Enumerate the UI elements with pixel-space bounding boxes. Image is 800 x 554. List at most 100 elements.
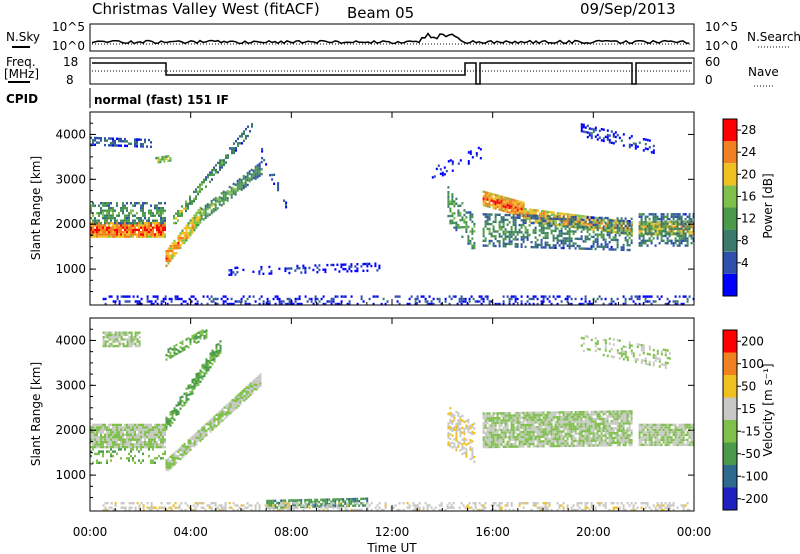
scatter-cell bbox=[134, 228, 136, 232]
scatter-cell bbox=[158, 428, 160, 431]
scatter-cell bbox=[596, 228, 599, 231]
scatter-cell bbox=[140, 233, 142, 236]
scatter-cell bbox=[568, 247, 571, 250]
scatter-cell bbox=[138, 300, 141, 303]
scatter-cell bbox=[122, 445, 124, 449]
scatter-cell bbox=[171, 410, 174, 413]
scatter-cell bbox=[586, 444, 589, 447]
scatter-cell bbox=[368, 262, 371, 266]
scatter-cell bbox=[486, 426, 489, 430]
scatter-cell bbox=[114, 445, 116, 449]
scatter-cell bbox=[680, 226, 683, 229]
scatter-cell bbox=[106, 344, 109, 348]
scatter-cell bbox=[576, 442, 579, 445]
scatter-cell bbox=[590, 444, 593, 447]
scatter-cell bbox=[191, 219, 194, 222]
scatter-cell bbox=[436, 297, 439, 301]
scatter-cell bbox=[684, 226, 687, 229]
scatter-cell bbox=[530, 297, 533, 301]
scatter-cell bbox=[486, 215, 489, 219]
scatter-cell bbox=[175, 411, 178, 414]
scatter-cell bbox=[246, 171, 249, 175]
scatter-cell bbox=[648, 431, 651, 434]
scatter-cell bbox=[277, 188, 280, 192]
scatter-cell bbox=[244, 185, 247, 188]
scatter-cell bbox=[229, 409, 232, 413]
scatter-cell bbox=[582, 125, 585, 129]
scatter-cell bbox=[108, 224, 110, 227]
scatter-cell bbox=[455, 197, 458, 201]
scatter-cell bbox=[552, 236, 555, 240]
scatter-cell bbox=[104, 222, 106, 225]
scatter-cell bbox=[169, 351, 172, 355]
scatter-cell bbox=[584, 126, 587, 129]
scatter-cell bbox=[608, 219, 611, 222]
scatter-cell bbox=[536, 433, 539, 436]
scatter-cell bbox=[600, 437, 603, 440]
scatter-cell bbox=[650, 223, 653, 226]
scatter-cell bbox=[205, 431, 208, 435]
scatter-cell bbox=[219, 168, 221, 171]
scatter-cell bbox=[482, 412, 485, 415]
scatter-cell bbox=[158, 226, 160, 229]
scatter-cell bbox=[520, 426, 523, 429]
scatter-cell bbox=[530, 411, 533, 415]
scatter-cell bbox=[217, 161, 219, 165]
scatter-cell bbox=[536, 209, 539, 212]
scatter-cell bbox=[488, 196, 491, 200]
scatter-cell bbox=[126, 340, 129, 343]
scatter-cell bbox=[602, 425, 605, 428]
scatter-cell bbox=[620, 429, 623, 432]
scatter-cell bbox=[628, 236, 631, 240]
scatter-cell bbox=[616, 246, 619, 249]
scatter-cell bbox=[502, 196, 505, 199]
scatter-cell bbox=[169, 466, 172, 470]
scatter-cell bbox=[486, 417, 489, 420]
scatter-cell bbox=[235, 402, 238, 405]
scatter-cell bbox=[164, 445, 166, 449]
scatter-cell bbox=[618, 234, 621, 237]
scatter-cell bbox=[494, 436, 497, 439]
scatter-cell bbox=[165, 257, 168, 260]
scatter-cell bbox=[592, 432, 595, 435]
scatter-cell bbox=[498, 424, 501, 427]
scatter-cell bbox=[500, 195, 503, 198]
scatter-cell bbox=[534, 418, 537, 422]
scatter-cell bbox=[324, 268, 327, 271]
scatter-cell bbox=[612, 223, 615, 227]
scatter-cell bbox=[552, 440, 555, 443]
scatter-cell bbox=[660, 234, 663, 238]
scatter-cell bbox=[526, 217, 529, 221]
scatter-cell bbox=[150, 235, 152, 238]
scatter-cell bbox=[468, 300, 471, 303]
scatter-cell bbox=[108, 207, 110, 210]
scatter-cell bbox=[203, 372, 206, 375]
scatter-cell bbox=[449, 200, 452, 203]
scatter-cell bbox=[592, 128, 595, 131]
scatter-cell bbox=[622, 231, 625, 235]
scatter-cell bbox=[233, 399, 236, 402]
scatter-cell bbox=[126, 214, 128, 217]
scatter-cell bbox=[165, 423, 168, 426]
scatter-cell bbox=[447, 160, 450, 163]
scatter-cell bbox=[146, 428, 148, 431]
scatter-cell bbox=[600, 219, 603, 222]
scatter-cell bbox=[568, 239, 571, 243]
scatter-cell bbox=[628, 248, 631, 252]
scatter-cell bbox=[546, 243, 549, 247]
scatter-cell bbox=[520, 421, 523, 424]
scatter-cell bbox=[223, 406, 226, 409]
scatter-cell bbox=[193, 226, 196, 229]
scatter-cell bbox=[484, 237, 487, 240]
scatter-cell bbox=[568, 227, 571, 231]
scatter-cell bbox=[451, 200, 454, 203]
scatter-cell bbox=[217, 349, 220, 353]
scatter-cell bbox=[610, 444, 613, 447]
scatter-cell bbox=[100, 438, 102, 441]
scatter-cell bbox=[179, 232, 182, 235]
scatter-cell bbox=[580, 432, 583, 435]
scatter-cell bbox=[592, 221, 595, 224]
scatter-cell bbox=[104, 340, 107, 343]
scatter-cell bbox=[620, 415, 623, 418]
scatter-cell bbox=[574, 230, 577, 233]
